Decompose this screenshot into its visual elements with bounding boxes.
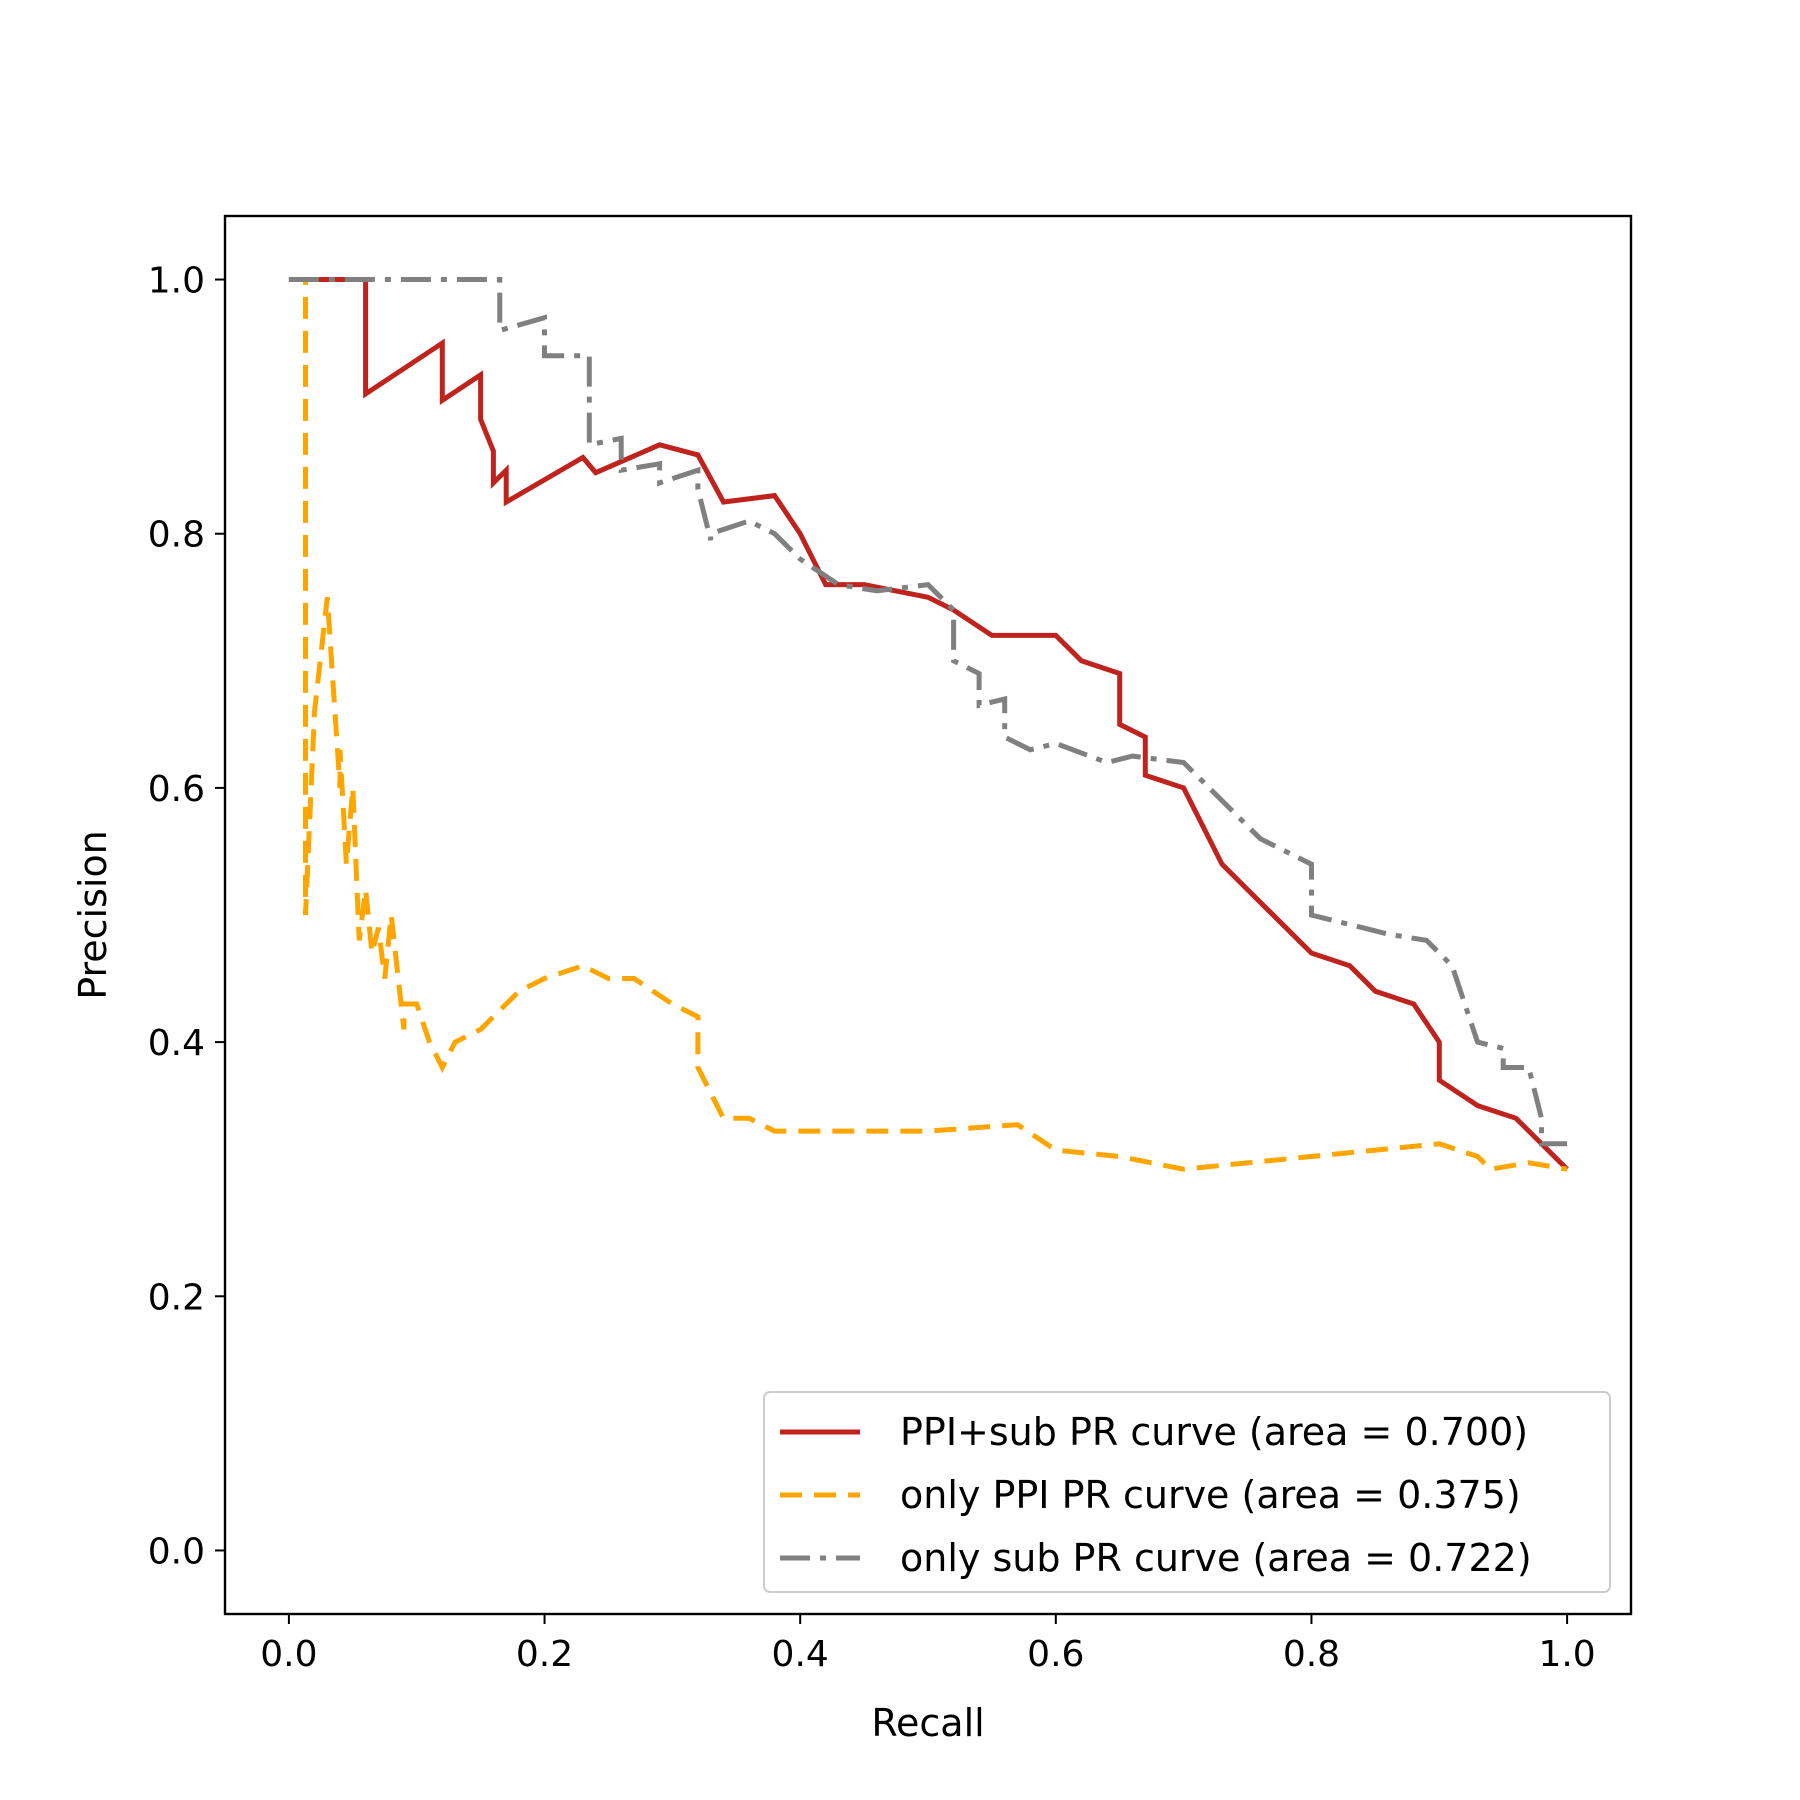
x-axis-label: Recall	[871, 1701, 984, 1745]
x-tick-label: 1.0	[1538, 1634, 1595, 1675]
x-tick-label: 0.8	[1283, 1634, 1340, 1675]
legend-items: PPI+sub PR curve (area = 0.700) only PPI …	[780, 1410, 1532, 1580]
y-axis: 0.0 0.2 0.4 0.6 0.8 1.0	[148, 261, 225, 1572]
legend-box	[763, 1391, 1611, 1593]
x-tick-label: 0.0	[260, 1634, 317, 1675]
series-line-1	[288, 277, 1569, 1171]
y-axis-label: Precision	[71, 830, 115, 1000]
plot-area	[288, 277, 1569, 1172]
y-tick-label: 0.6	[148, 769, 205, 810]
y-tick-label: 0.8	[148, 515, 205, 556]
y-tick-label: 1.0	[148, 261, 205, 302]
legend: PPI+sub PR curve (area = 0.700) only PPI …	[763, 1391, 1611, 1593]
x-tick-label: 0.6	[1027, 1634, 1084, 1675]
legend-label-3: only sub PR curve (area = 0.722)	[900, 1536, 1532, 1580]
y-tick-label: 0.2	[148, 1277, 205, 1318]
series-layer	[288, 277, 1569, 1172]
legend-label-2: only PPI PR curve (area = 0.375)	[900, 1473, 1521, 1517]
y-tick-label: 0.0	[148, 1531, 205, 1572]
series-line-3	[288, 277, 1568, 1147]
x-tick-label: 0.2	[516, 1634, 573, 1675]
plot-frame	[223, 214, 1633, 1616]
legend-label-1: PPI+sub PR curve (area = 0.700)	[900, 1410, 1528, 1454]
y-tick-label: 0.4	[148, 1023, 205, 1064]
x-axis: 0.0 0.2 0.4 0.6 0.8 1.0	[260, 1614, 1596, 1675]
series-line-2	[288, 277, 1568, 1172]
x-tick-label: 0.4	[772, 1634, 829, 1675]
